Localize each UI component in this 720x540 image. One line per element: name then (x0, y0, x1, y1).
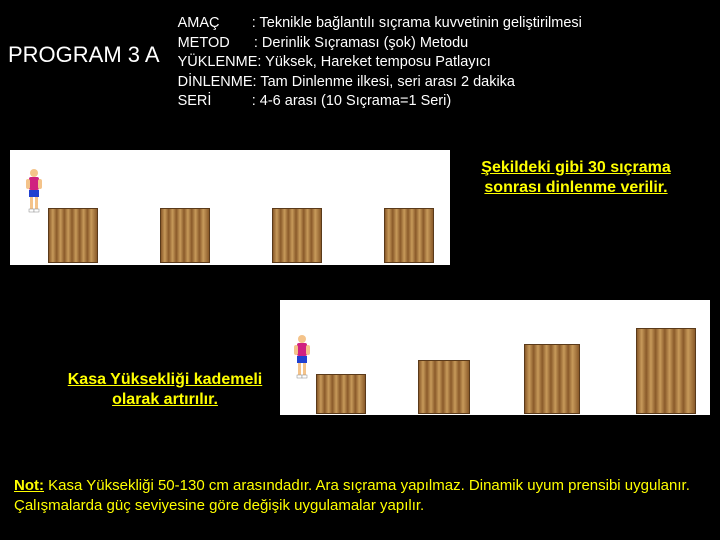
dinlenme-value: Tam Dinlenme ilkesi, seri arası 2 dakika (257, 74, 515, 90)
plyo-box (636, 328, 696, 414)
seri-value: : 4-6 arası (10 Sıçrama=1 Seri) (252, 93, 451, 109)
dinlenme-label: DİNLENME: (178, 74, 257, 90)
amac-label: AMAÇ (178, 15, 220, 31)
note: Not: Kasa Yüksekliği 50-130 cm arasındad… (14, 476, 706, 517)
plyo-box (524, 344, 580, 414)
amac-value: : Teknikle bağlantılı sıçrama kuvvetinin… (252, 15, 582, 31)
metod-value: : Derinlik Sıçraması (şok) Metodu (254, 35, 468, 51)
person-figure-icon (290, 334, 316, 380)
caption-1: Şekildeki gibi 30 sıçrama sonrası dinlen… (456, 158, 696, 198)
program-details: AMAÇ : Teknikle bağlantılı sıçrama kuvve… (178, 14, 582, 112)
yuklenme-value: Yüksek, Hareket temposu Patlayıcı (261, 54, 490, 70)
seri-label: SERİ (178, 93, 212, 109)
note-label: Not: (14, 477, 44, 494)
metod-label: METOD (178, 35, 230, 51)
caption-2: Kasa Yüksekliği kademeli olarak artırılı… (60, 370, 270, 410)
note-text: Kasa Yüksekliği 50-130 cm arasındadır. A… (14, 477, 690, 514)
person-figure-icon (22, 168, 48, 214)
plyo-box (48, 208, 98, 263)
program-title: PROGRAM 3 A (8, 42, 160, 112)
plyo-box (272, 208, 322, 263)
diagram-equal-boxes (10, 150, 450, 265)
plyo-box (316, 374, 366, 414)
plyo-box (418, 360, 470, 414)
plyo-box (384, 208, 434, 263)
plyo-box (160, 208, 210, 263)
yuklenme-label: YÜKLENME: (178, 54, 262, 70)
diagram-increasing-boxes (280, 300, 710, 415)
